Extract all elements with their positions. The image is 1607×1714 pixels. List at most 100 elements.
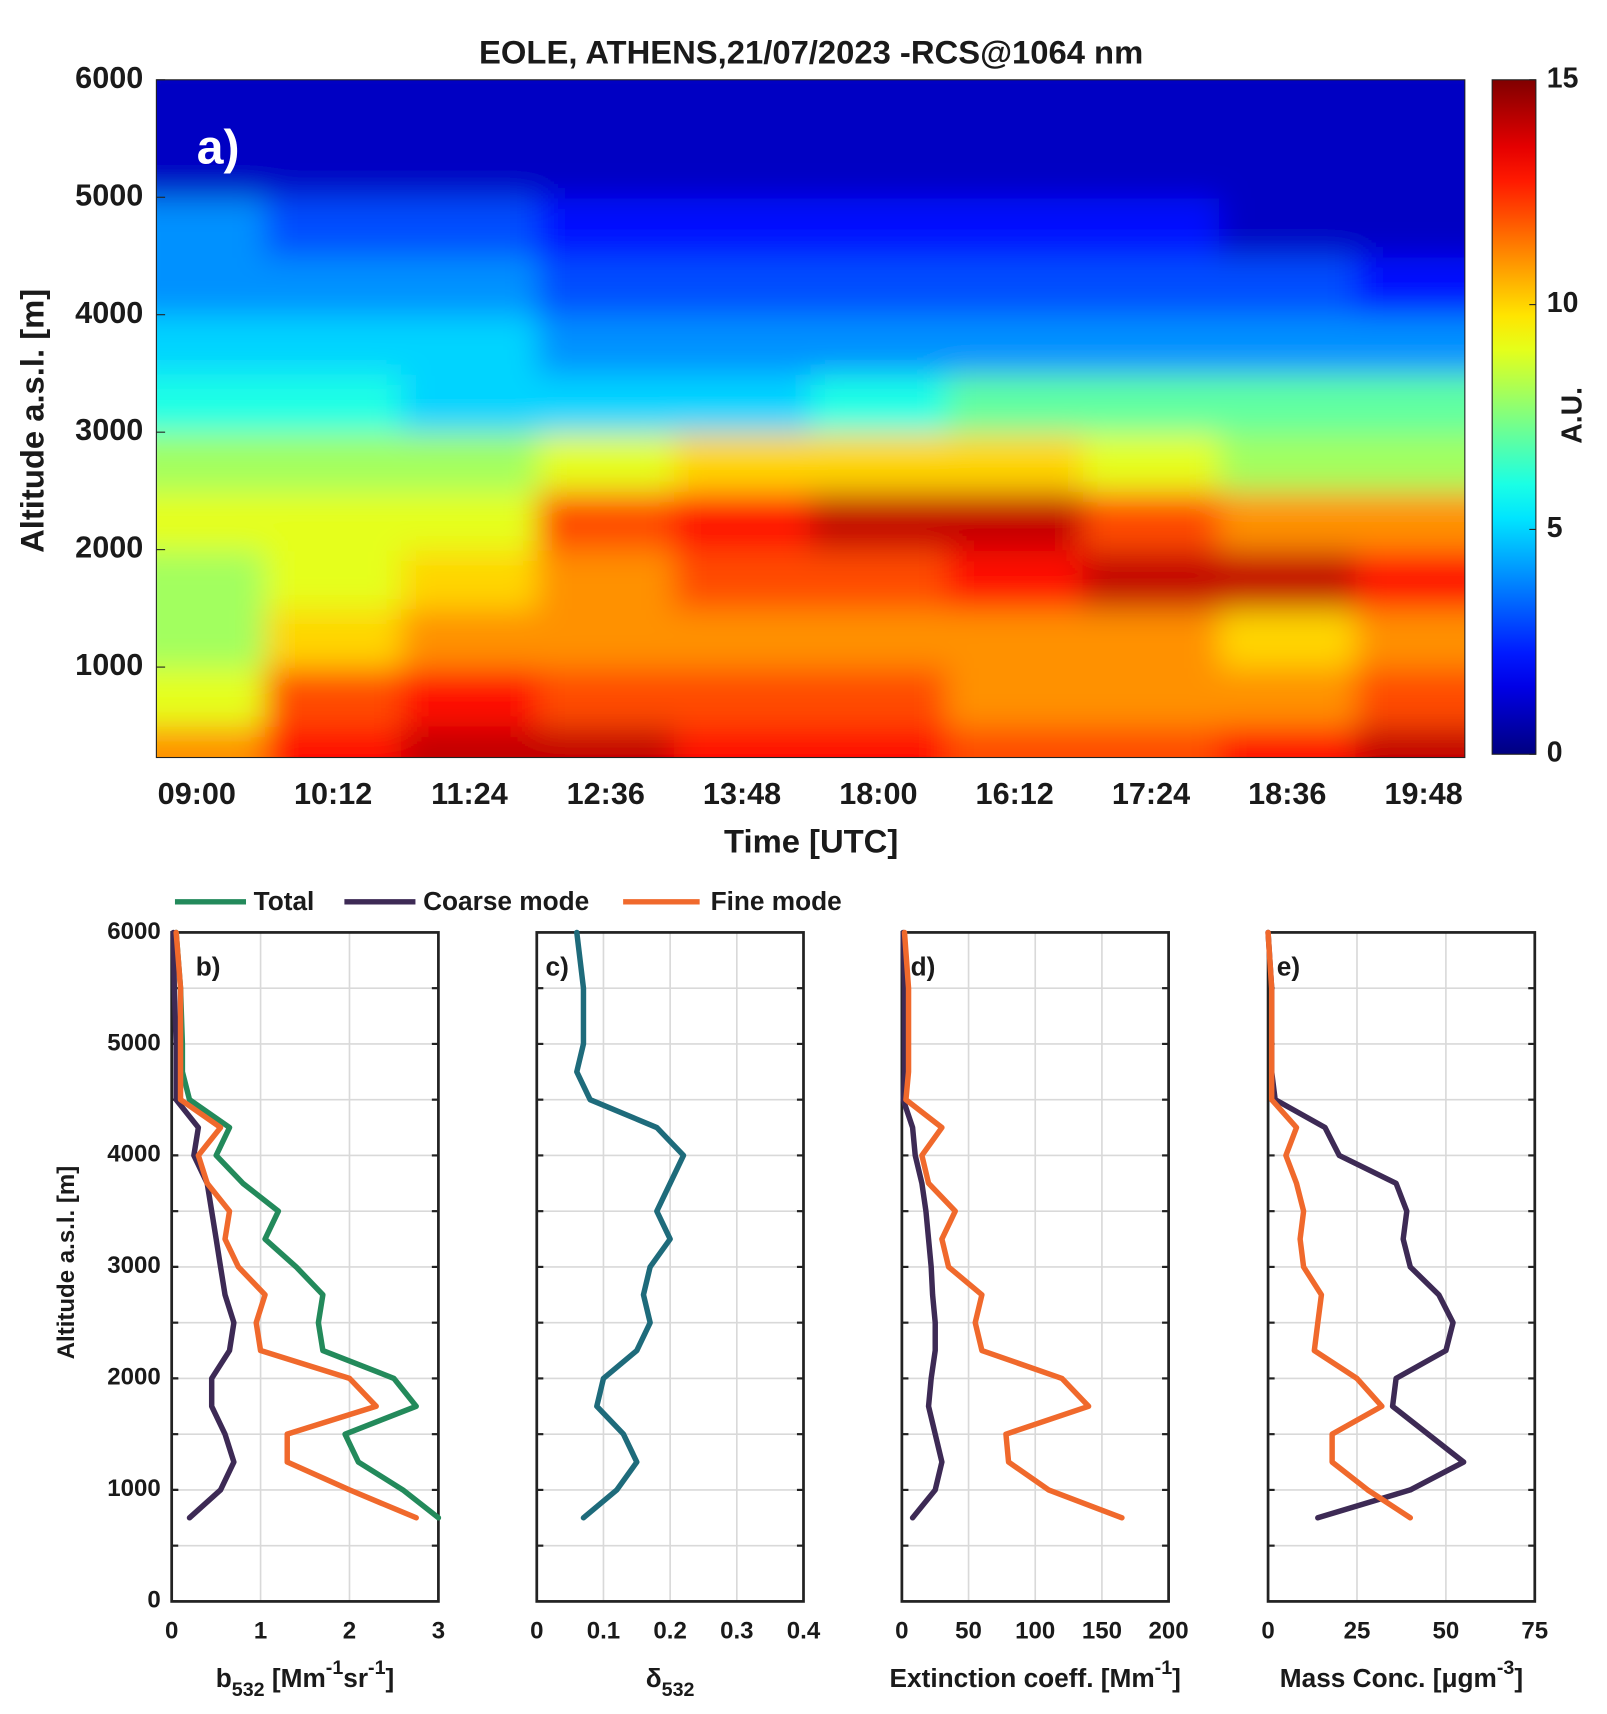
heatmap-cell	[946, 79, 1084, 199]
heatmap-cell	[264, 549, 403, 610]
heatmap-cell	[1082, 197, 1221, 258]
chart-title: EOLE, ATHENS,21/07/2023 -RCS@1064 nm	[479, 33, 1143, 70]
x-tick-label: 19:48	[1384, 777, 1462, 811]
heatmap-cell	[1082, 314, 1221, 375]
heatmap-cell	[401, 549, 539, 610]
heatmap-cell	[156, 490, 267, 551]
heatmap-cell	[673, 432, 812, 492]
heatmap-cell	[537, 79, 676, 199]
heatmap-cell	[1219, 197, 1357, 258]
x-tick-label: 0	[895, 1617, 908, 1644]
x-tick-label: 0.2	[653, 1617, 686, 1644]
heatmap-cell	[1355, 549, 1465, 610]
heatmap-cell	[1082, 432, 1221, 492]
colorbar-label: A.U.	[1557, 387, 1589, 444]
heatmap-cell	[1355, 373, 1465, 434]
x-tick-label: 50	[1433, 1617, 1460, 1644]
heatmap-cell	[1082, 549, 1221, 610]
heatmap-cell	[1355, 79, 1465, 199]
heatmap-cell	[1355, 490, 1465, 551]
heatmap-cell	[1355, 608, 1465, 669]
x-axis-label-part: -1	[368, 1657, 386, 1679]
x-axis-label-part: -1	[1155, 1657, 1173, 1679]
x-tick-label: 13:48	[703, 777, 781, 811]
heatmap-cell	[264, 725, 403, 758]
x-tick-label: 0.3	[720, 1617, 753, 1644]
heatmap-cell	[1355, 314, 1465, 375]
x-axis-label-part: b	[216, 1663, 232, 1693]
x-axis-label-part: Extinction coeff. [Mm	[890, 1663, 1155, 1693]
x-axis-label: Time [UTC]	[724, 823, 898, 860]
heatmap-cell	[1082, 255, 1221, 316]
heatmap-cell	[401, 608, 539, 669]
heatmap-cell	[946, 608, 1084, 669]
heatmap-cell	[537, 432, 676, 492]
heatmap-cell	[1082, 79, 1221, 199]
x-axis-label-part: sr	[343, 1663, 368, 1693]
y-tick-label: 3000	[75, 413, 143, 447]
x-tick-label: 0.4	[787, 1617, 821, 1644]
heatmap-cell	[810, 608, 948, 669]
x-tick-label: 12:36	[567, 777, 645, 811]
heatmap-cell	[156, 432, 267, 492]
y-tick-label: 5000	[107, 1029, 160, 1056]
heatmap-cell	[673, 314, 812, 375]
heatmap-cell	[673, 373, 812, 434]
heatmap-cell	[1355, 432, 1465, 492]
heatmap-cell	[156, 373, 267, 434]
x-axis-label-part: δ	[646, 1663, 662, 1693]
x-axis-label-part: Mass Conc. [μgm	[1280, 1663, 1497, 1693]
heatmap-cell	[264, 255, 403, 316]
y-axis-label: Altitude a.s.l. [m]	[53, 1166, 80, 1360]
heatmap-cell	[264, 373, 403, 434]
heatmap-cell	[1219, 373, 1357, 434]
x-axis-label-part: ]	[386, 1663, 395, 1693]
heatmap-cell	[156, 255, 267, 316]
heatmap-cell	[401, 314, 539, 375]
x-tick-label: 10:12	[294, 777, 372, 811]
heatmap-cell	[401, 667, 539, 727]
heatmap-cell	[537, 490, 676, 551]
heatmap-cell	[810, 490, 948, 551]
heatmap-cell	[673, 549, 812, 610]
x-axis-label-part: ]	[1514, 1663, 1523, 1693]
x-tick-label: 200	[1149, 1617, 1189, 1644]
heatmap-cell	[810, 314, 948, 375]
x-tick-label: 2	[343, 1617, 356, 1644]
heatmap-cell	[1082, 725, 1221, 758]
y-tick-label: 0	[147, 1587, 160, 1614]
x-tick-label: 25	[1344, 1617, 1371, 1644]
x-tick-label: 0	[1261, 1617, 1274, 1644]
heatmap-cell	[264, 608, 403, 669]
heatmap-cell	[946, 667, 1084, 727]
x-axis-label: b532 [Mm-1sr-1]	[216, 1657, 394, 1701]
heatmap-cell	[946, 314, 1084, 375]
heatmap-cell	[156, 608, 267, 669]
heatmap-cell	[156, 197, 267, 258]
y-tick-label: 2000	[75, 531, 143, 565]
heatmap-cell	[810, 197, 948, 258]
colorbar-tick-label: 15	[1547, 62, 1579, 94]
heatmap-cell	[156, 549, 267, 610]
heatmap-cell	[401, 373, 539, 434]
heatmap-cell	[810, 79, 948, 199]
plot-frame	[900, 931, 1170, 1603]
heatmap-cell	[156, 314, 267, 375]
heatmap-cell	[401, 432, 539, 492]
x-axis-label-part: 532	[662, 1679, 695, 1701]
heatmap-cell	[264, 197, 403, 258]
heatmap-cell	[264, 79, 403, 199]
x-tick-label: 1	[254, 1617, 267, 1644]
y-tick-label: 6000	[75, 61, 143, 95]
heatmap-cell	[810, 725, 948, 758]
heatmap-cell	[673, 197, 812, 258]
heatmap-cell	[537, 549, 676, 610]
heatmap-cell	[1219, 667, 1357, 727]
plot-frame	[170, 931, 440, 1603]
x-tick-label: 17:24	[1112, 777, 1190, 811]
heatmap-cell	[156, 667, 267, 727]
heatmap-cell	[537, 197, 676, 258]
heatmap-cell	[1219, 255, 1357, 316]
annotation: e)	[1277, 951, 1300, 981]
